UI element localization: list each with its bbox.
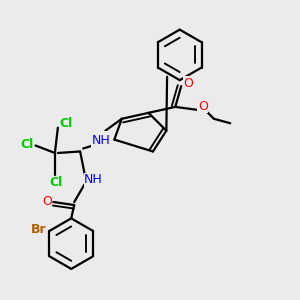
Text: Cl: Cl — [21, 138, 34, 151]
Text: Cl: Cl — [50, 176, 63, 189]
Text: NH: NH — [84, 173, 103, 186]
Text: O: O — [42, 195, 52, 208]
Text: S: S — [102, 132, 112, 146]
Text: Cl: Cl — [60, 117, 73, 130]
Text: O: O — [198, 100, 208, 113]
Text: O: O — [184, 76, 194, 90]
Text: NH: NH — [92, 134, 110, 147]
Text: Br: Br — [31, 223, 47, 236]
